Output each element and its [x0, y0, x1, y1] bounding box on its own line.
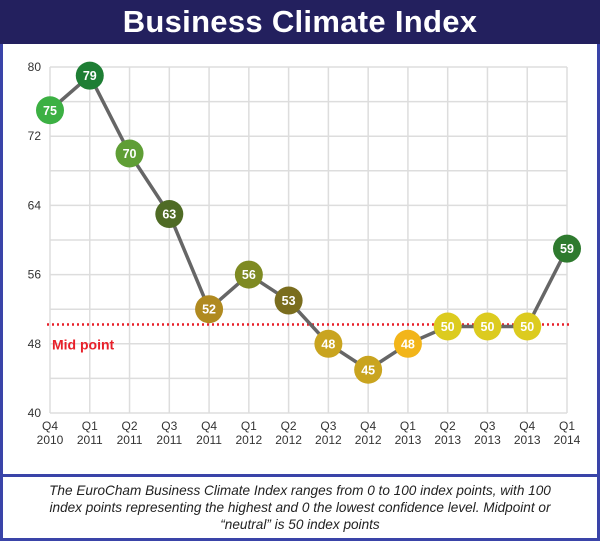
x-tick-label: 2012: [235, 433, 262, 447]
x-tick-label: 2013: [474, 433, 501, 447]
data-point-marker: [195, 295, 224, 324]
y-tick-label: 80: [28, 60, 42, 74]
data-point-marker: [473, 312, 502, 341]
y-tick-label: 72: [28, 129, 42, 143]
x-tick-label: Q2: [440, 419, 456, 433]
x-tick-label: 2014: [554, 433, 581, 447]
x-tick-label: 2011: [196, 433, 222, 447]
data-point: 50: [433, 312, 462, 341]
data-point-marker: [354, 355, 383, 384]
data-label: 50: [441, 320, 455, 334]
data-label: 48: [321, 337, 335, 351]
x-tick-label: Q4: [201, 419, 217, 433]
x-tick-label: 2013: [434, 433, 461, 447]
data-point: 63: [155, 200, 184, 229]
x-tick-label: 2013: [514, 433, 541, 447]
x-tick-label: Q3: [161, 419, 177, 433]
grid-lines: [49, 66, 568, 414]
x-tick-label: 2012: [355, 433, 382, 447]
x-tick-label: Q1: [400, 419, 416, 433]
y-tick-label: 56: [28, 268, 42, 282]
y-tick-label: 48: [28, 337, 42, 351]
x-tick-label: 2011: [156, 433, 182, 447]
data-point-marker: [393, 329, 422, 358]
x-tick-label: Q3: [479, 419, 495, 433]
data-point-marker: [314, 329, 343, 358]
data-point-marker: [553, 234, 581, 263]
data-point-marker: [234, 260, 263, 289]
data-point-marker: [433, 312, 462, 341]
data-point: 45: [354, 355, 383, 384]
data-point: 70: [115, 139, 144, 168]
data-label: 45: [361, 363, 375, 377]
x-tick-label: 2010: [37, 433, 64, 447]
data-label: 70: [123, 147, 137, 161]
data-point: 75: [36, 96, 64, 125]
x-tick-label: Q1: [82, 419, 98, 433]
data-label: 56: [242, 268, 256, 282]
y-tick-label: 64: [28, 198, 42, 212]
x-tick-label: 2011: [117, 433, 143, 447]
x-tick-label: Q3: [320, 419, 336, 433]
caption-box: The EuroCham Business Climate Index rang…: [0, 474, 600, 541]
x-tick-label: 2011: [77, 433, 103, 447]
caption-text: The EuroCham Business Climate Index rang…: [49, 483, 551, 532]
midpoint-label: Mid point: [52, 337, 115, 353]
y-tick-label: 40: [28, 406, 42, 420]
title-bar: Business Climate Index: [0, 0, 600, 44]
data-point: 52: [195, 295, 224, 324]
x-tick-label: Q2: [122, 419, 138, 433]
data-point: 79: [75, 61, 104, 90]
data-point-marker: [115, 139, 144, 168]
x-tick-label: 2013: [395, 433, 422, 447]
data-label: 79: [83, 69, 97, 83]
data-label: 52: [202, 303, 216, 317]
x-tick-label: Q2: [281, 419, 297, 433]
data-label: 53: [282, 294, 296, 308]
data-point-marker: [75, 61, 104, 90]
x-tick-label: Q4: [42, 419, 58, 433]
data-label: 63: [162, 208, 176, 222]
y-axis-ticks: 40 48 56 64 72 80: [28, 60, 42, 420]
data-point: 50: [513, 312, 542, 341]
data-label: 50: [520, 320, 534, 334]
data-point: 59: [553, 234, 581, 263]
x-tick-label: Q1: [559, 419, 575, 433]
x-tick-label: 2012: [275, 433, 302, 447]
data-point: 48: [393, 329, 422, 358]
data-point: 53: [274, 286, 303, 315]
data-points: 75 79 70 63 52 56 53 48 45 48 50 50 50 59: [36, 61, 581, 384]
x-tick-label: Q1: [241, 419, 257, 433]
data-label: 59: [560, 242, 574, 256]
data-point-marker: [36, 96, 64, 125]
chart-title: Business Climate Index: [122, 4, 478, 39]
data-point: 56: [234, 260, 263, 289]
x-tick-label: 2012: [315, 433, 342, 447]
chart-area: 40 48 56 64 72 80 Q4 2010 Q1 2011 Q2 2011 Q3 2011 Q4 2…: [0, 44, 600, 476]
data-label: 48: [401, 337, 415, 351]
data-point-marker: [274, 286, 303, 315]
x-axis-ticks: Q42010Q12011Q22011Q32011Q42011Q12012Q220…: [37, 419, 581, 447]
data-point: 50: [473, 312, 502, 341]
data-point-marker: [155, 200, 184, 229]
data-point-marker: [513, 312, 542, 341]
data-point: 48: [314, 329, 343, 358]
x-tick-label: Q4: [519, 419, 535, 433]
x-tick-label: Q4: [360, 419, 376, 433]
data-label: 75: [43, 104, 57, 118]
data-label: 50: [481, 320, 495, 334]
